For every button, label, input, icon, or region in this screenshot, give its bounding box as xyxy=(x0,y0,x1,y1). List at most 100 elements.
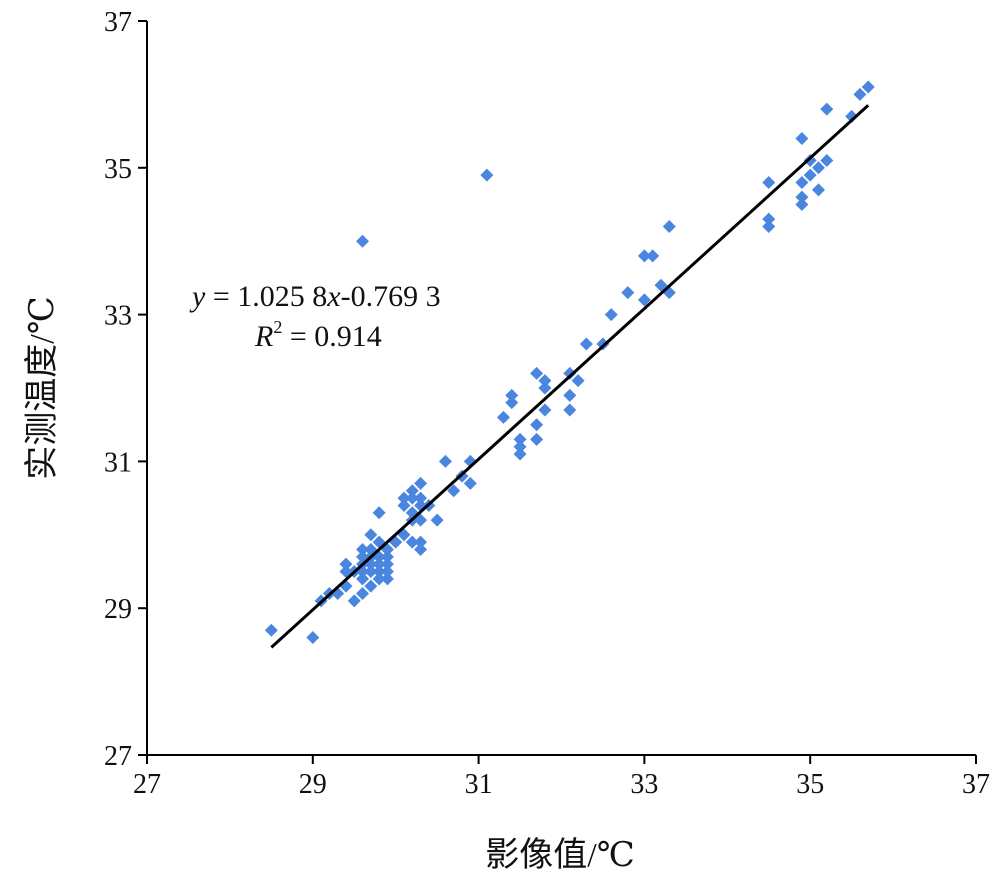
scatter-point xyxy=(513,432,527,446)
scatter-point xyxy=(405,506,419,520)
scatter-point xyxy=(405,535,419,549)
scatter-point xyxy=(405,491,419,505)
scatter-point xyxy=(414,491,428,505)
scatter-point xyxy=(372,565,386,578)
scatter-point xyxy=(364,565,378,578)
scatter-point xyxy=(414,535,428,549)
x-tick-label: 37 xyxy=(962,769,990,800)
scatter-point xyxy=(820,102,834,116)
y-tick-label: 33 xyxy=(104,301,132,332)
scatter-point xyxy=(571,374,585,388)
scatter-point xyxy=(372,506,386,520)
r2-symbol: R xyxy=(254,320,273,353)
scatter-point xyxy=(306,631,320,645)
scatter-point xyxy=(496,410,510,424)
scatter-point xyxy=(762,220,776,234)
scatter-point xyxy=(372,572,386,586)
x-tick-label: 29 xyxy=(299,769,327,800)
scatter-point xyxy=(845,109,859,123)
scatter-point xyxy=(463,476,477,490)
scatter-point xyxy=(820,153,834,167)
eq-x-symbol: x xyxy=(326,280,341,313)
scatter-point xyxy=(414,476,428,490)
x-tick-label: 27 xyxy=(133,769,161,800)
scatter-point xyxy=(654,278,668,292)
scatter-point xyxy=(853,87,867,101)
scatter-point xyxy=(380,557,394,571)
scatter-point xyxy=(480,168,494,182)
eq-intercept: -0.769 3 xyxy=(341,280,441,313)
axes xyxy=(146,21,976,756)
scatter-point xyxy=(861,80,875,94)
scatter-point xyxy=(380,572,394,586)
x-tick-label: 33 xyxy=(630,769,658,800)
scatter-point xyxy=(762,212,776,226)
scatter-point xyxy=(372,557,386,571)
eq-y-symbol: y xyxy=(189,280,206,313)
scatter-point xyxy=(397,491,411,505)
scatter-point xyxy=(380,565,394,578)
scatter-point xyxy=(811,161,825,175)
scatter-point xyxy=(803,153,817,167)
scatter-point xyxy=(762,175,776,189)
scatter-point xyxy=(530,418,544,432)
y-tick-label: 37 xyxy=(104,7,132,38)
axis-ticks: 27 29 31 33 35 37 27 29 31 33 35 37 xyxy=(104,7,990,800)
scatter-point xyxy=(397,498,411,512)
scatter-point xyxy=(795,198,809,211)
scatter-point xyxy=(414,542,428,556)
scatter-point xyxy=(356,587,370,601)
scatter-point xyxy=(538,403,552,417)
scatter-point xyxy=(356,542,370,556)
scatter-point xyxy=(530,366,544,380)
scatter-point xyxy=(339,557,353,571)
y-tick-label: 35 xyxy=(104,154,132,185)
scatter-point xyxy=(264,623,278,637)
scatter-point xyxy=(505,396,519,410)
x-tick-label: 31 xyxy=(465,769,493,800)
scatter-point xyxy=(637,293,651,307)
scatter-point xyxy=(795,175,809,189)
scatter-point xyxy=(604,308,618,322)
scatter-point xyxy=(356,234,370,248)
y-axis-title: 实测温度/℃ xyxy=(23,296,61,479)
eq-coefficient: = 1.025 8 xyxy=(205,280,327,313)
scatter-point xyxy=(538,381,552,395)
r2-superscript: 2 xyxy=(273,317,282,337)
scatter-point xyxy=(530,432,544,446)
scatter-point xyxy=(563,388,577,402)
data-points xyxy=(264,80,875,645)
scatter-point xyxy=(438,454,452,468)
scatter-point xyxy=(662,286,676,300)
scatter-point xyxy=(513,447,527,461)
y-tick-label: 29 xyxy=(104,594,132,625)
scatter-point xyxy=(538,374,552,388)
scatter-point xyxy=(621,286,635,300)
x-tick-label: 35 xyxy=(796,769,824,800)
scatter-point xyxy=(414,513,428,527)
r2-value: = 0.914 xyxy=(282,320,381,353)
scatter-point xyxy=(795,190,809,204)
scatter-point xyxy=(563,366,577,380)
scatter-point xyxy=(637,249,651,263)
scatter-point xyxy=(364,528,378,542)
scatter-point xyxy=(513,440,527,454)
scatter-point xyxy=(803,168,817,182)
scatter-point xyxy=(662,220,676,234)
r-squared-label: R2 = 0.914 xyxy=(254,317,382,353)
scatter-point xyxy=(405,484,419,498)
scatter-point xyxy=(505,388,519,402)
scatter-point xyxy=(347,594,361,608)
scatter-point xyxy=(795,131,809,145)
scatter-point xyxy=(380,550,394,564)
scatter-point xyxy=(356,572,370,586)
scatter-point xyxy=(364,579,378,593)
x-axis-title: 影像值/℃ xyxy=(485,836,634,874)
y-tick-label: 27 xyxy=(104,741,132,772)
scatter-point xyxy=(579,337,593,351)
regression-equation: y = 1.025 8x-0.769 3 xyxy=(189,280,441,313)
scatter-point xyxy=(447,484,461,498)
scatter-point xyxy=(811,183,825,197)
